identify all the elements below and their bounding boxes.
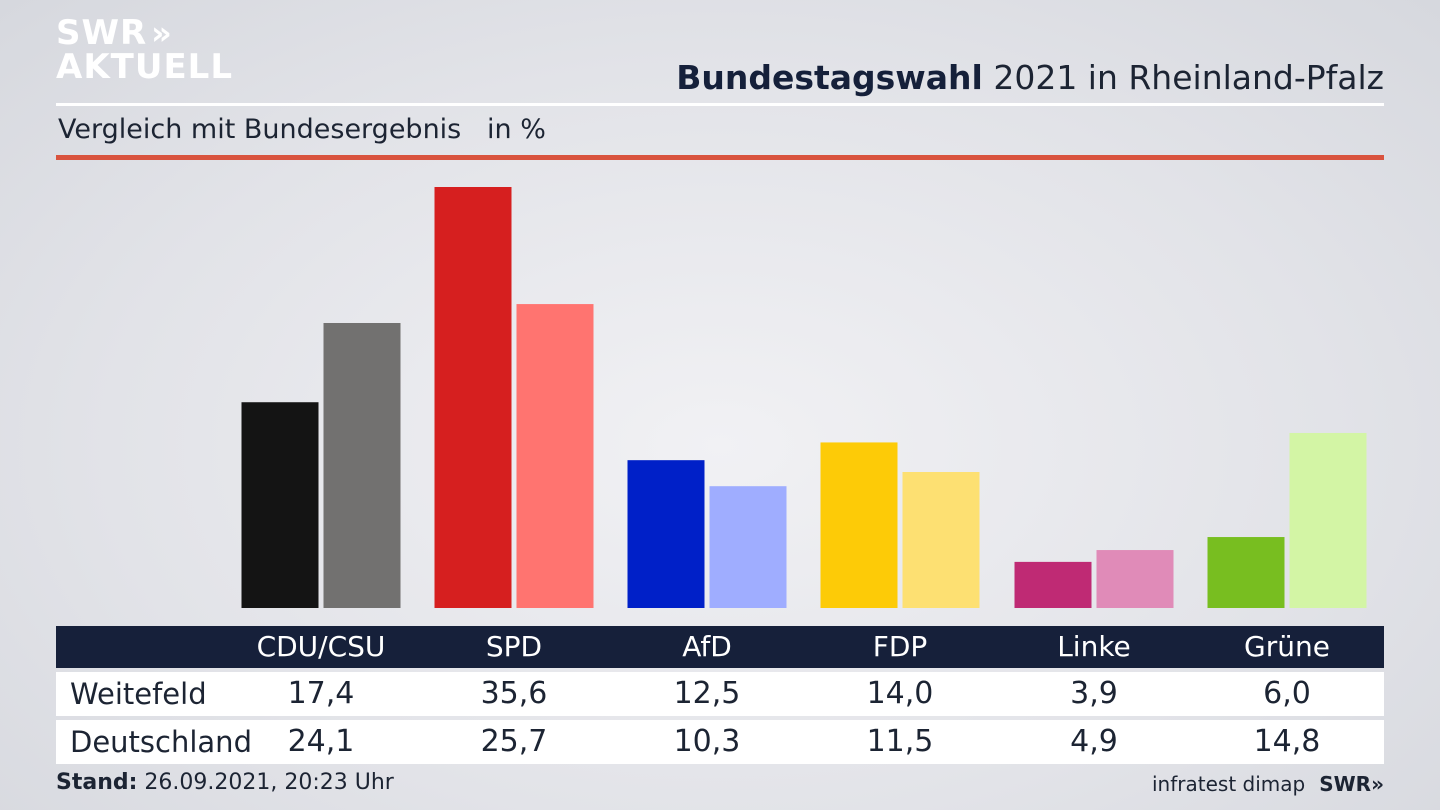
bar-spd-deutschland [516,304,594,608]
series-label: Weitefeld [70,677,207,711]
value-cell: 3,9 [1070,676,1118,711]
category-label: Linke [1057,630,1131,663]
subtitle-divider [56,155,1384,160]
stand-value: 26.09.2021, 20:23 Uhr [137,770,394,795]
series-label: Deutschland [70,725,252,759]
table-row: Weitefeld 17,4 35,6 12,5 14,0 3,9 6,0 [56,672,1384,716]
timestamp: Stand: 26.09.2021, 20:23 Uhr [56,770,394,795]
bar-fdp-weitefeld [820,442,898,608]
source-text: infratest dimap [1152,772,1306,796]
value-cell: 14,0 [866,676,934,711]
bar-linke-deutschland [1096,550,1174,608]
bar-afd-deutschland [709,486,787,608]
value-cell: 25,7 [480,724,548,759]
category-label: CDU/CSU [256,630,386,663]
swr-brand: SWR» [1319,772,1384,796]
bar-spd-weitefeld [434,187,512,608]
bar-afd-weitefeld [627,460,705,608]
bar-linke-weitefeld [1014,561,1092,608]
bar-cdu-csu-deutschland [323,322,401,608]
value-cell: 6,0 [1263,676,1311,711]
value-cell: 4,9 [1070,724,1118,759]
category-label: SPD [485,630,543,663]
value-cell: 11,5 [866,724,934,759]
value-cell: 17,4 [287,676,355,711]
category-label: Grüne [1244,630,1330,663]
title-rest: 2021 in Rheinland-Pfalz [982,58,1384,97]
chart-subtitle: Vergleich mit Bundesergebnis in % [58,114,546,145]
value-cell: 24,1 [287,724,355,759]
table-row: Deutschland 24,1 25,7 10,3 11,5 4,9 14,8 [56,720,1384,764]
results-table: CDU/CSU SPD AfD FDP Linke Grüne Weitefeld 17,4… [56,626,1384,764]
category-label: FDP [872,630,928,663]
logo-line1: SWR [56,13,148,53]
page-title: Bundestagswahl 2021 in Rheinland-Pfalz [676,58,1384,97]
stand-label: Stand: [56,770,138,795]
value-cell: 14,8 [1253,724,1321,759]
bar-fdp-deutschland [902,472,980,608]
header-divider [56,103,1384,106]
source-credit: infratest dimap SWR» [1152,772,1384,796]
bar-gr-ne-weitefeld [1207,537,1285,608]
category-label: AfD [682,630,732,663]
bar-gr-ne-deutschland [1289,432,1367,608]
title-bold: Bundestagswahl [676,58,983,97]
value-cell: 35,6 [480,676,548,711]
logo-line2: AKTUELL [56,47,234,87]
value-cell: 10,3 [673,724,741,759]
value-cell: 12,5 [673,676,741,711]
swr-aktuell-logo: SWR» AKTUELL [56,16,233,84]
table-header: CDU/CSU SPD AfD FDP Linke Grüne [56,626,1384,668]
bar-cdu-csu-weitefeld [241,402,319,608]
